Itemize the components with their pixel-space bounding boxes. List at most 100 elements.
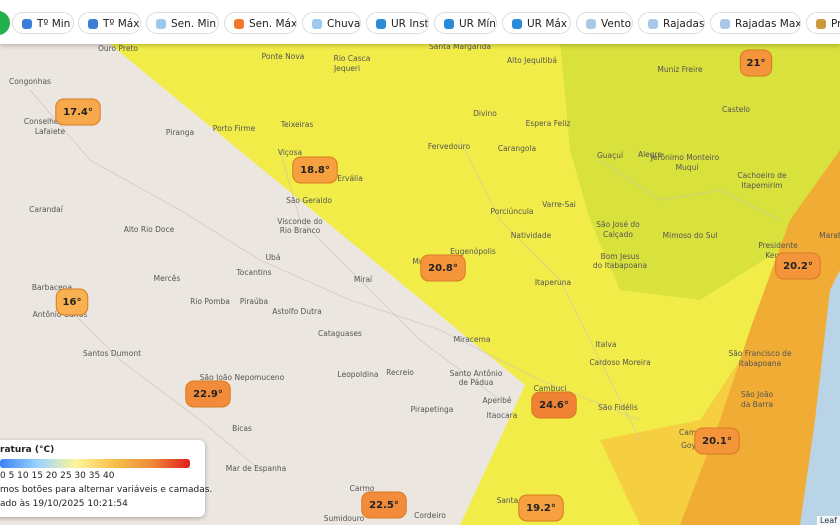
sea xyxy=(800,270,840,525)
place-label: Mar de Espanha xyxy=(226,464,286,473)
place-label: Marat xyxy=(819,231,840,240)
place-label: Cataguases xyxy=(318,329,362,338)
temperature-value: 16° xyxy=(63,297,82,308)
button-label: Chuva xyxy=(327,18,361,30)
layer-button[interactable]: Pre xyxy=(806,12,840,34)
button-label: UR Inst xyxy=(391,18,429,30)
place-label: Teixeiras xyxy=(280,120,314,129)
place-label: São João xyxy=(741,390,774,399)
layer-button[interactable]: Tº Máx xyxy=(78,12,141,34)
place-label: Jerônimo Monteiro xyxy=(650,153,720,162)
place-label: Sumidouro xyxy=(324,514,365,523)
button-icon xyxy=(648,19,658,29)
layer-button[interactable]: Sen. Min xyxy=(146,12,219,34)
layer-button[interactable]: Sen. Máx xyxy=(224,12,297,34)
place-label: Congonhas xyxy=(9,77,51,86)
place-label: Itaocara xyxy=(487,411,518,420)
place-label: Mercês xyxy=(154,274,181,283)
place-label: do Itabapoana xyxy=(593,261,647,270)
place-label: Leopoldina xyxy=(338,370,379,379)
place-label: Ponte Nova xyxy=(262,52,305,61)
menu-button[interactable] xyxy=(0,11,10,35)
roads xyxy=(29,89,781,471)
attribution[interactable]: Leaf xyxy=(817,516,840,525)
place-label: Piranga xyxy=(166,128,194,137)
place-label: Piraúba xyxy=(240,297,268,306)
temperature-marker xyxy=(420,254,466,282)
place-label: Alto Rio Doce xyxy=(124,225,175,234)
place-label: Miraí xyxy=(354,275,373,284)
place-label: Muqui xyxy=(676,163,699,172)
place-label: Lafaiete xyxy=(35,127,66,136)
button-label: Tº Min xyxy=(37,18,71,30)
place-label: Divino xyxy=(473,109,497,118)
temperature-marker xyxy=(185,380,231,408)
place-label: Rio Casca xyxy=(334,54,371,63)
place-label: Ouro Preto xyxy=(98,44,138,53)
place-label: Ubá xyxy=(266,253,281,262)
temperature-value: 22.9° xyxy=(193,389,223,400)
place-label: Rio Pomba xyxy=(190,297,230,306)
layer-button[interactable]: Rajadas Max xyxy=(710,12,801,34)
place-label: Itabapoana xyxy=(739,359,781,368)
place-label: Santa Margarida xyxy=(429,42,491,51)
place-label: Itapemirim xyxy=(742,181,783,190)
layer-button[interactable]: Chuva xyxy=(302,12,361,34)
toolbar: Tº Min Tº Máx Sen. Min Sen. Máx Chuva UR Inst… xyxy=(0,0,840,44)
place-label: Pirapetinga xyxy=(411,405,454,414)
place-label: Santo Antônio xyxy=(450,369,503,378)
temperature-marker xyxy=(55,98,101,126)
place-label: Espera Feliz xyxy=(526,119,571,128)
place-label: Italva xyxy=(596,340,617,349)
place-label: Itaperuna xyxy=(535,278,571,287)
legend: ratura (°C) 0 5 10 15 20 25 30 35 40 mos… xyxy=(0,440,212,517)
legend-gradient xyxy=(0,459,190,468)
button-icon xyxy=(312,19,322,29)
button-label: Vento xyxy=(601,18,632,30)
place-label: Carangola xyxy=(498,144,536,153)
temperature-marker xyxy=(292,156,338,184)
layer-button[interactable]: Rajadas xyxy=(638,12,705,34)
place-label: Cardoso Moreira xyxy=(589,358,650,367)
button-icon xyxy=(816,19,826,29)
place-label: Goyt xyxy=(681,441,699,450)
place-label: Alto Jequitibá xyxy=(507,56,557,65)
button-icon xyxy=(586,19,596,29)
layer-button[interactable]: UR Mín xyxy=(434,12,497,34)
temperature-markers: 17.4° 18.8° 20.8° 16° 22.9° 24.6° 22.5° 19.2° 21… xyxy=(55,49,821,522)
temperature-marker xyxy=(361,491,407,519)
temperature-value: 24.6° xyxy=(539,400,569,411)
place-label: Cambuci xyxy=(534,384,567,393)
legend-updated: ado às 19/10/2025 10:21:54 xyxy=(0,499,128,509)
layer-button[interactable]: Vento xyxy=(576,12,633,34)
place-label: Presidente xyxy=(758,241,798,250)
place-label: Jequeri xyxy=(333,64,360,73)
button-icon xyxy=(22,19,32,29)
place-label: Mimoso do Sul xyxy=(663,231,718,240)
place-label: Barbacena xyxy=(32,283,72,292)
layer-button[interactable]: UR Inst xyxy=(366,12,429,34)
place-label: Carandaí xyxy=(29,205,64,214)
place-label: Recreio xyxy=(386,368,414,377)
temperature-marker xyxy=(55,288,89,316)
legend-scale: 0 5 10 15 20 25 30 35 40 xyxy=(0,471,115,481)
place-label: São Fidélis xyxy=(598,403,638,412)
place-label: Antônio Carlos xyxy=(33,310,88,319)
button-icon xyxy=(444,19,454,29)
temperature-marker xyxy=(694,427,740,455)
layer-button[interactable]: UR Máx xyxy=(502,12,571,34)
legend-hint: mos botões para alternar variáveis e cam… xyxy=(0,485,213,495)
place-label: Natividade xyxy=(511,231,552,240)
button-label: Rajadas Max xyxy=(735,18,801,30)
place-label: São José do xyxy=(596,220,640,229)
place-label: São Francisco de xyxy=(728,349,792,358)
button-label: UR Mín xyxy=(459,18,496,30)
region-gray xyxy=(0,40,525,525)
temperature-value: 20.8° xyxy=(428,263,458,274)
button-icon xyxy=(156,19,166,29)
button-label: Sen. Máx xyxy=(249,18,297,30)
legend-title: ratura (°C) xyxy=(0,445,55,455)
layer-button[interactable]: Tº Min xyxy=(12,12,74,34)
